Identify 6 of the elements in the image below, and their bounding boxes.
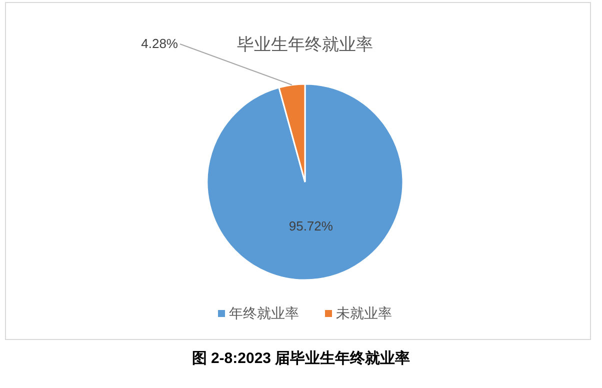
chart-title: 毕业生年终就业率	[237, 35, 373, 54]
legend-label: 未就业率	[336, 305, 392, 321]
legend-label: 年终就业率	[229, 305, 299, 321]
caption: 图 2-8:2023 届毕业生年终就业率	[192, 349, 410, 367]
data-label: 4.28%	[141, 36, 178, 51]
data-label: 95.72%	[288, 218, 334, 234]
